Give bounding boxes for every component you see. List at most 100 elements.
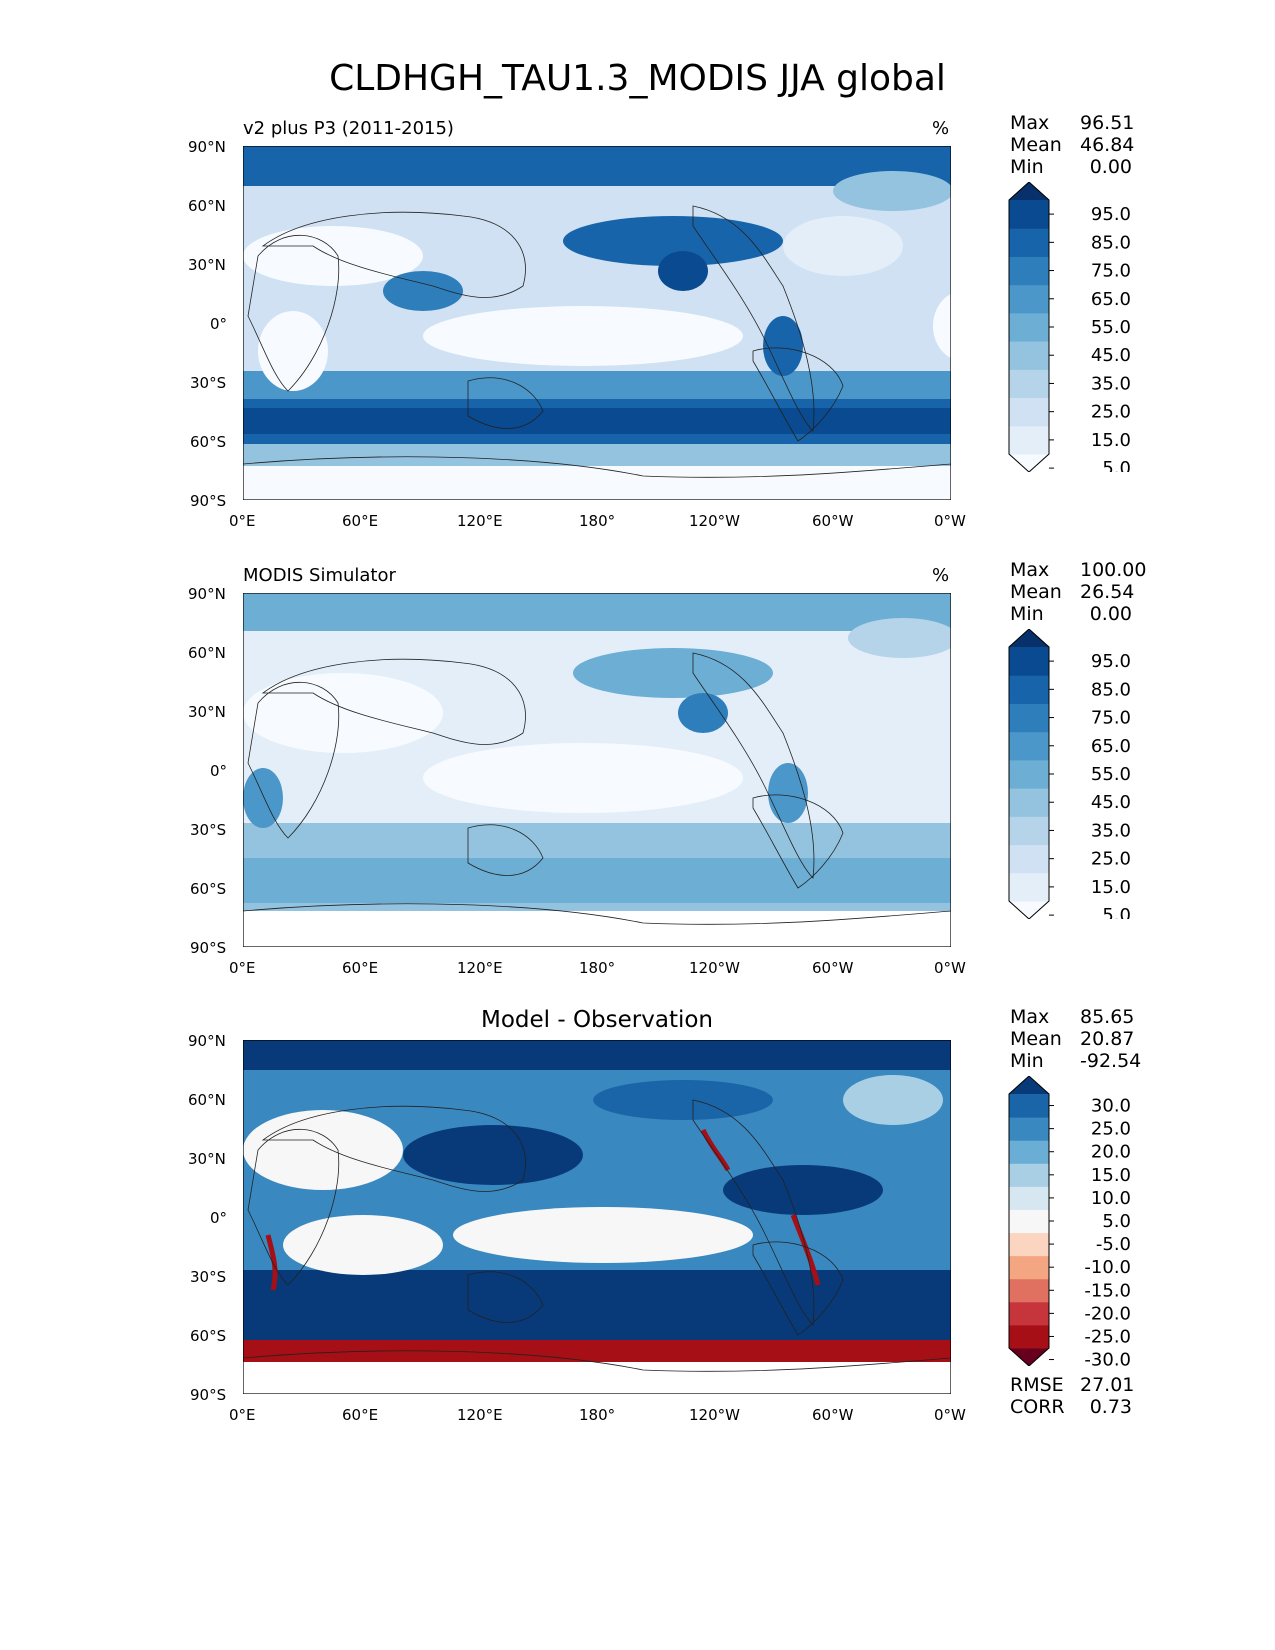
panel2-map-svg: [242, 592, 952, 948]
panel3-colorbar: 30.0 25.0 20.0 15.0 10.0 5.0 -5.0 -10.0 -15.0 -20…: [1005, 1075, 1135, 1371]
min-label: Min: [1010, 1050, 1044, 1072]
panel1-map: [242, 145, 952, 501]
min-value: 0.00: [1089, 156, 1132, 178]
colorbar-segment: [1009, 228, 1049, 257]
colorbar-segment: [1009, 788, 1049, 817]
colorbar-tick-label: 25.0: [1091, 1119, 1131, 1140]
panel1-lat-tick: 0°: [210, 315, 228, 333]
colorbar-tick-label: 20.0: [1091, 1142, 1131, 1163]
panel2-lat-tick: 60°N: [188, 644, 226, 662]
colorbar-segment: [1009, 844, 1049, 874]
colorbar-tick-label: 75.0: [1091, 708, 1131, 729]
colorbar-segment: [1009, 1163, 1049, 1187]
colorbar-segment: [1009, 1094, 1049, 1118]
panel1-lat-tick: 90°N: [188, 138, 226, 156]
colorbar-tick-label: 35.0: [1091, 373, 1131, 394]
colorbar-tick-label: 75.0: [1091, 261, 1131, 282]
colorbar-segment: [1009, 1209, 1049, 1234]
colorbar-segment: [1009, 341, 1049, 370]
max-value: 96.51: [1080, 112, 1135, 134]
corr-label: CORR: [1010, 1396, 1065, 1418]
mean-value: 26.54: [1080, 581, 1135, 603]
panel2-lon-tick: 60°E: [342, 959, 379, 977]
colorbar-outline: [1008, 628, 1050, 920]
colorbar-segment: [1009, 703, 1049, 733]
panel3-metrics: RMSE 27.01 CORR 0.73: [1010, 1374, 1135, 1418]
max-label: Max: [1010, 112, 1050, 134]
panel2-lon-tick: 0°W: [934, 959, 966, 977]
panel2-label-left: MODIS Simulator: [243, 565, 396, 586]
colorbar-tick-label: -5.0: [1096, 1234, 1131, 1255]
colorbar-outline: [1008, 1075, 1050, 1367]
colorbar-segment: [1009, 675, 1049, 704]
max-value: 85.65: [1080, 1006, 1135, 1028]
panel2-lat-tick: 30°S: [190, 821, 227, 839]
colorbar-extend-bottom: [1009, 1348, 1049, 1366]
panel2-lon-tick: 120°E: [457, 959, 503, 977]
panel2-label-right: %: [932, 565, 950, 586]
colorbar-tick-label: 55.0: [1091, 764, 1131, 785]
panel2-lon-tick: 0°E: [229, 959, 256, 977]
colorbar-segment: [1009, 1255, 1049, 1280]
panel1-lon-tick: 180°: [579, 512, 616, 530]
colorbar-tick-label: 45.0: [1091, 345, 1131, 366]
panel1-lat-tick: 30°N: [188, 256, 226, 274]
colorbar-tick-label: 15.0: [1091, 877, 1131, 898]
rmse-label: RMSE: [1010, 1374, 1064, 1396]
colorbar-segment: [1009, 369, 1049, 399]
panel3-lat-tick: 30°N: [188, 1150, 226, 1168]
colorbar-segment: [1009, 1140, 1049, 1164]
colorbar-tick-label: 25.0: [1091, 849, 1131, 870]
panel2-lon-tick: 180°: [579, 959, 616, 977]
rmse-value: 27.01: [1080, 1374, 1135, 1396]
panel1-lat-tick: 30°S: [190, 374, 227, 392]
panel3-stats: Max 85.65 Mean 20.87 Min -92.54: [1010, 1006, 1142, 1072]
colorbar-segment: [1009, 425, 1049, 455]
colorbar-segment: [1009, 312, 1049, 342]
colorbar-tick-label: -10.0: [1084, 1257, 1131, 1278]
panel3-lat-tick: 0°: [210, 1209, 228, 1227]
colorbar-segment: [1009, 731, 1049, 761]
panel1-stats: Max 96.51 Mean 46.84 Min 0.00: [1010, 112, 1135, 178]
colorbar-segment: [1009, 1301, 1049, 1326]
colorbar-segment: [1009, 200, 1049, 229]
panel2-map: [242, 592, 952, 948]
colorbar-segment: [1009, 256, 1049, 286]
colorbar-svg: 95.0 85.0 75.0 65.0 55.0 45.0 35.0 25.0 15.0 5.0: [1008, 628, 1131, 926]
panel1-lat-tick: 90°S: [190, 492, 227, 510]
panel3-lon-tick: 180°: [579, 1406, 616, 1424]
corr-value: 0.73: [1089, 1396, 1132, 1418]
colorbar-extend-top: [1009, 182, 1049, 200]
panel1-lon-tick: 0°W: [934, 512, 966, 530]
panel1-lon-tick: 60°E: [342, 512, 379, 530]
colorbar-tick-label: 30.0: [1091, 1096, 1131, 1117]
colorbar-segment: [1009, 816, 1049, 846]
colorbar-outline: [1008, 181, 1050, 473]
colorbar-segment: [1009, 759, 1049, 789]
colorbar-tick-label: 10.0: [1091, 1188, 1131, 1209]
colorbar-tick-label: 95.0: [1091, 204, 1131, 225]
panel2-colorbar: 95.0 85.0 75.0 65.0 55.0 45.0 35.0 25.0 15.0 5.0: [1005, 628, 1135, 926]
min-label: Min: [1010, 156, 1044, 178]
panel3-lat-tick: 90°S: [190, 1386, 227, 1404]
colorbar-tick-label: 45.0: [1091, 792, 1131, 813]
panel1-label-right: %: [932, 118, 950, 139]
colorbar-segment: [1009, 1324, 1049, 1349]
colorbar-segment: [1009, 1278, 1049, 1303]
panel3-lon-tick: 60°E: [342, 1406, 379, 1424]
colorbar-tick-label: 55.0: [1091, 317, 1131, 338]
panel1-lat-tick: 60°S: [190, 433, 227, 451]
panel2-lat-tick: 90°N: [188, 585, 226, 603]
max-value: 100.00: [1080, 559, 1147, 581]
mean-label: Mean: [1010, 134, 1062, 156]
min-value: -92.54: [1080, 1050, 1142, 1072]
panel3-title: Model - Observation: [480, 1007, 714, 1033]
figure-title: CLDHGH_TAU1.3_MODIS JJA global: [329, 58, 946, 99]
panel2-stats: Max 100.00 Mean 26.54 Min 0.00: [1010, 559, 1147, 625]
colorbar-tick-label: -25.0: [1084, 1326, 1131, 1347]
colorbar-tick-label: 5.0: [1102, 1211, 1131, 1232]
colorbar-tick-label: -15.0: [1084, 1280, 1131, 1301]
max-label: Max: [1010, 1006, 1050, 1028]
colorbar-tick-label: 95.0: [1091, 651, 1131, 672]
mean-label: Mean: [1010, 1028, 1062, 1050]
